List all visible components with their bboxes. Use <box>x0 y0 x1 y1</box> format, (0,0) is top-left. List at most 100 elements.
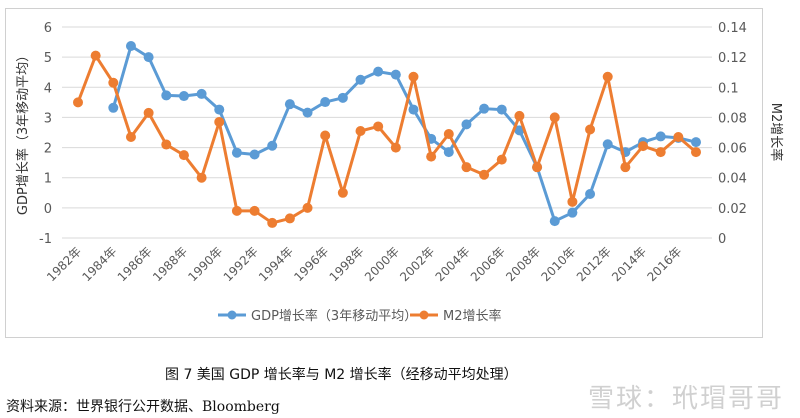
data-point <box>638 141 649 152</box>
data-point <box>161 90 172 101</box>
data-point <box>673 132 684 143</box>
data-point <box>196 88 207 99</box>
x-tick-label: 1988年 <box>150 244 190 284</box>
y-left-tick-label: -1 <box>39 232 52 247</box>
data-point <box>602 139 613 150</box>
data-point <box>320 130 331 141</box>
data-point <box>479 103 490 114</box>
data-point <box>620 162 631 173</box>
legend-label-m2: M2增长率 <box>443 308 502 324</box>
data-point <box>655 131 666 142</box>
data-point <box>585 124 596 135</box>
x-tick-label: 1986年 <box>115 244 155 284</box>
y-right-tick-label: 0.02 <box>718 202 747 217</box>
data-point <box>108 102 119 113</box>
data-point <box>355 74 366 85</box>
data-point <box>231 205 242 216</box>
data-point <box>320 97 331 108</box>
x-tick-label: 2004年 <box>433 244 473 284</box>
data-point <box>514 110 525 121</box>
data-point <box>408 71 419 82</box>
x-tick-label: 2012年 <box>574 244 614 284</box>
data-point <box>178 150 189 161</box>
x-tick-label: 2016年 <box>644 244 684 284</box>
y-left-tick-label: 0 <box>44 202 52 217</box>
x-tick-label: 1992年 <box>221 244 261 284</box>
x-tick-label: 2010年 <box>539 244 579 284</box>
series-line-gdp <box>111 44 697 223</box>
data-point <box>691 137 701 148</box>
x-tick-label: 1998年 <box>327 244 367 284</box>
source-note: 资料来源：世界银行公开数据、Bloomberg <box>6 399 280 415</box>
data-point <box>390 142 401 153</box>
x-tick-label: 2000年 <box>362 244 402 284</box>
data-point <box>390 69 401 80</box>
data-point <box>178 91 189 102</box>
data-point <box>461 119 472 130</box>
data-point <box>567 207 578 218</box>
y-left-tick-label: 3 <box>44 111 52 126</box>
chart-frame <box>5 8 763 338</box>
data-point <box>373 66 384 77</box>
legend-label-gdp: GDP增长率（3年移动平均） <box>251 308 417 324</box>
data-point <box>337 92 348 103</box>
data-point <box>585 188 596 199</box>
data-point <box>267 140 278 151</box>
data-point <box>284 99 295 110</box>
data-point <box>496 104 507 115</box>
data-point <box>567 196 578 207</box>
y-right-tick-label: 0.08 <box>718 111 747 126</box>
data-point <box>143 107 154 118</box>
data-point <box>373 121 384 132</box>
y-left-tick-label: 4 <box>44 81 52 96</box>
x-tick-label: 1984年 <box>79 244 119 284</box>
x-tick-label: 2014年 <box>609 244 649 284</box>
x-tick-label: 2006年 <box>468 244 508 284</box>
data-point <box>443 129 454 140</box>
y-left-tick-label: 6 <box>44 21 52 36</box>
data-point <box>249 205 260 216</box>
y-left-tick-label: 2 <box>44 142 52 157</box>
data-point <box>231 147 242 158</box>
data-point <box>691 147 701 158</box>
data-point <box>426 151 437 162</box>
data-point <box>655 147 666 158</box>
x-tick-label: 2008年 <box>503 244 543 284</box>
x-tick-label: 1994年 <box>256 244 296 284</box>
data-point <box>602 71 613 82</box>
data-point <box>408 104 419 115</box>
data-point <box>196 172 207 183</box>
legend-marker-m2 <box>419 310 429 320</box>
y-left-tick-label: 5 <box>44 51 52 66</box>
watermark: 雪球：玳瑁哥哥 <box>588 384 785 414</box>
data-point <box>125 40 136 51</box>
data-point <box>90 50 101 61</box>
data-point <box>73 97 83 108</box>
y-left-axis-title: GDP增长率（3年移动平均） <box>15 49 31 215</box>
data-point <box>549 216 560 227</box>
data-point <box>302 107 313 118</box>
series-line-m2 <box>76 54 697 225</box>
data-point <box>479 169 490 180</box>
data-point <box>532 162 543 173</box>
data-point <box>355 125 366 136</box>
data-point <box>125 132 136 143</box>
y-left-tick-label: 1 <box>44 172 52 187</box>
y-right-tick-label: 0.1 <box>718 81 739 96</box>
data-point <box>443 147 454 158</box>
y-right-tick-label: 0 <box>718 232 726 247</box>
data-point <box>337 187 348 198</box>
data-point <box>214 104 225 115</box>
data-point <box>267 217 278 228</box>
data-point <box>108 77 119 88</box>
y-right-tick-label: 0.04 <box>718 172 747 187</box>
data-point <box>284 213 295 224</box>
data-point <box>461 162 472 173</box>
x-tick-label: 1996年 <box>291 244 331 284</box>
data-point <box>496 154 507 165</box>
data-point <box>143 52 154 63</box>
legend-marker-gdp <box>227 310 237 320</box>
x-tick-label: 1982年 <box>44 244 84 284</box>
y-right-tick-label: 0.14 <box>718 21 747 36</box>
x-tick-label: 2002年 <box>397 244 437 284</box>
